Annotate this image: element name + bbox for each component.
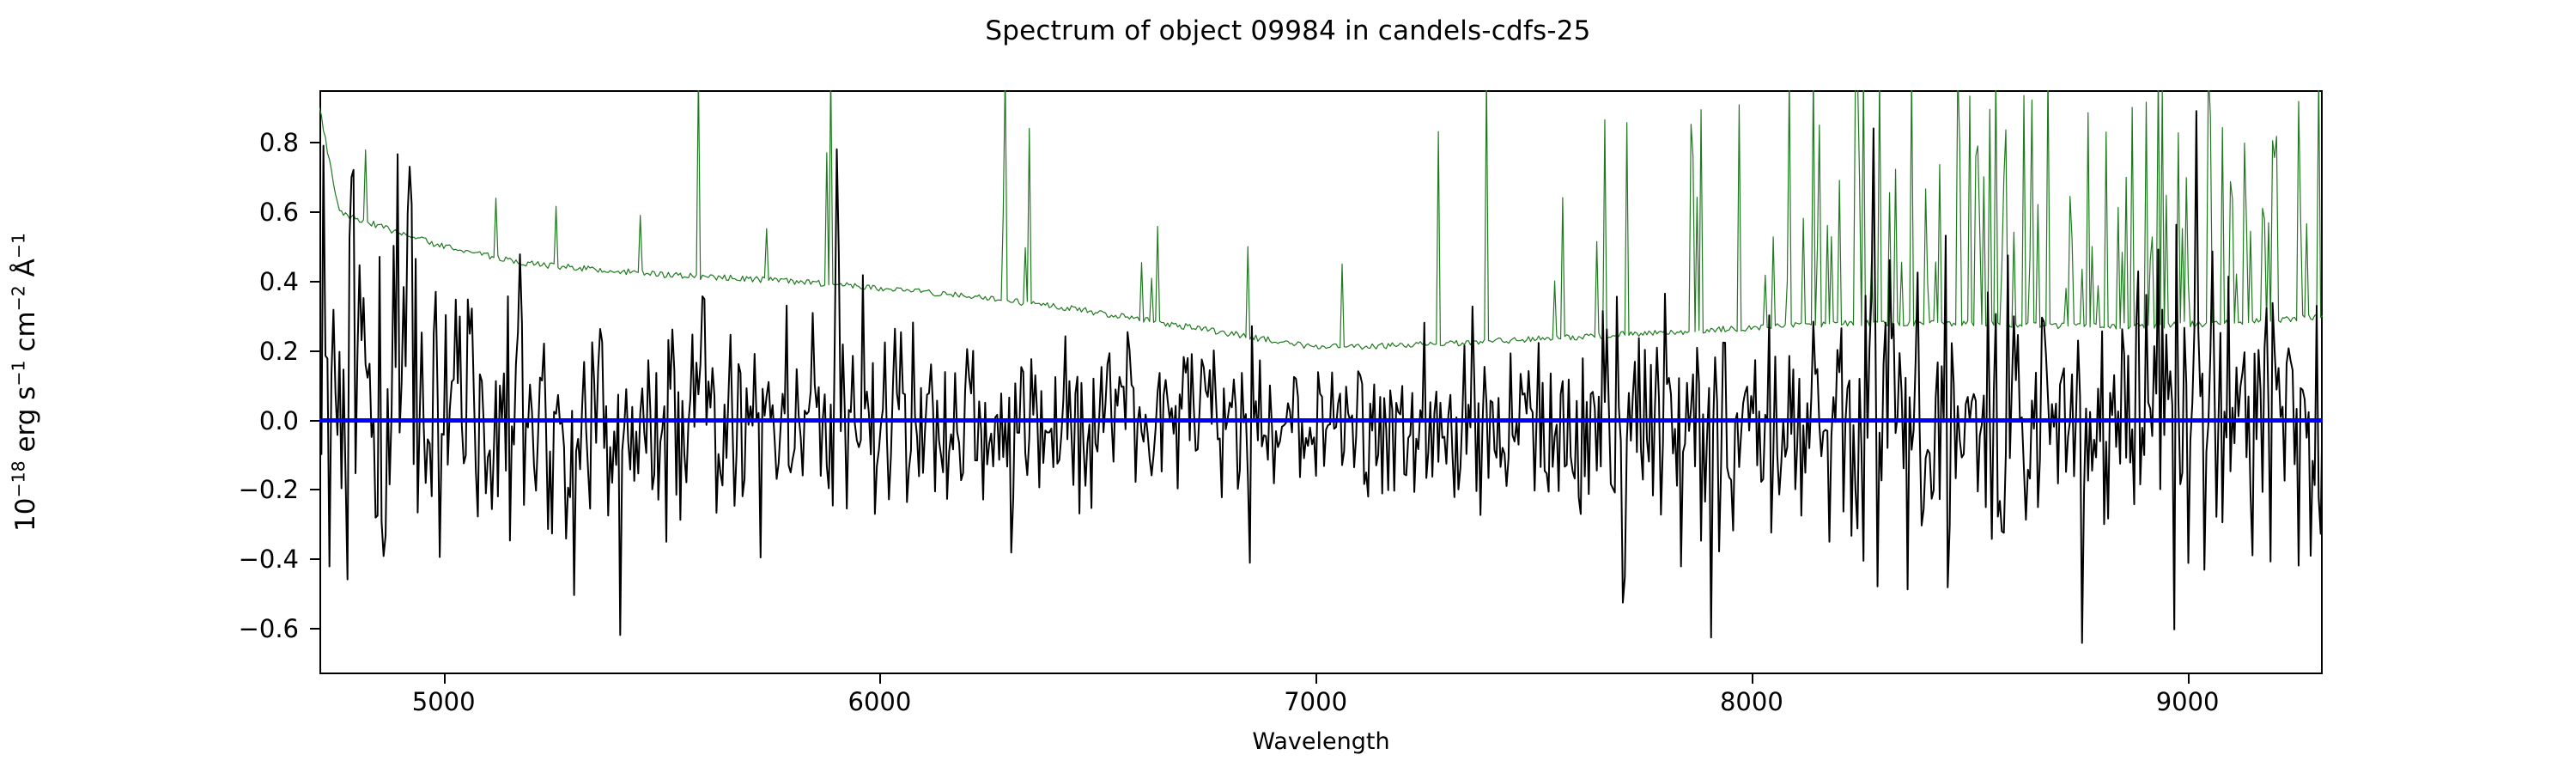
x-tick-label: 7000 xyxy=(1284,687,1348,716)
plot-area xyxy=(319,90,2323,674)
y-tick-mark xyxy=(310,280,319,283)
error-spectrum-group xyxy=(319,90,2323,350)
y-tick-mark xyxy=(310,350,319,352)
y-axis-label: 10−18 erg s−1 cm−2 Å−1 xyxy=(8,233,41,532)
y-tick-label: −0.2 xyxy=(238,475,299,505)
x-tick-mark xyxy=(879,674,882,684)
x-tick-label: 5000 xyxy=(411,687,476,716)
x-tick-mark xyxy=(443,674,446,684)
x-tick-mark xyxy=(2187,674,2190,684)
flux-spectrum-group xyxy=(319,110,2323,644)
x-axis-label: Wavelength xyxy=(1252,728,1390,755)
x-tick-label: 8000 xyxy=(1719,687,1783,716)
y-tick-label: 0.6 xyxy=(258,197,299,227)
y-axis-label-container: 10−18 erg s−1 cm−2 Å−1 xyxy=(0,90,52,674)
y-tick-mark xyxy=(310,489,319,491)
y-tick-label: −0.6 xyxy=(238,614,299,644)
spectrum-plot-svg xyxy=(319,90,2323,644)
page-title: Spectrum of object 09984 in candels-cdfs… xyxy=(985,15,1591,46)
y-axis-label-text: 10−18 erg s−1 cm−2 Å−1 xyxy=(8,233,41,532)
y-tick-label: 0.8 xyxy=(258,127,299,157)
y-tick-label: 0.2 xyxy=(258,336,299,366)
y-tick-mark xyxy=(310,628,319,630)
y-tick-mark xyxy=(310,558,319,561)
y-tick-label: −0.4 xyxy=(238,545,299,575)
y-tick-label: 0.0 xyxy=(258,405,299,435)
x-tick-mark xyxy=(1751,674,1753,684)
y-tick-mark xyxy=(310,419,319,422)
y-tick-label: 0.4 xyxy=(258,266,299,296)
flux-spectrum-line xyxy=(319,110,2323,644)
error-spectrum-line xyxy=(319,90,2323,350)
y-tick-mark xyxy=(310,210,319,213)
x-tick-mark xyxy=(1315,674,1318,684)
x-tick-label: 6000 xyxy=(848,687,912,716)
y-tick-mark xyxy=(310,141,319,143)
y-axis-tick-labels: 0.8 0.6 0.4 0.2 0.0 −0.2 −0.4 −0.6 xyxy=(155,90,299,674)
x-tick-label: 9000 xyxy=(2155,687,2220,716)
